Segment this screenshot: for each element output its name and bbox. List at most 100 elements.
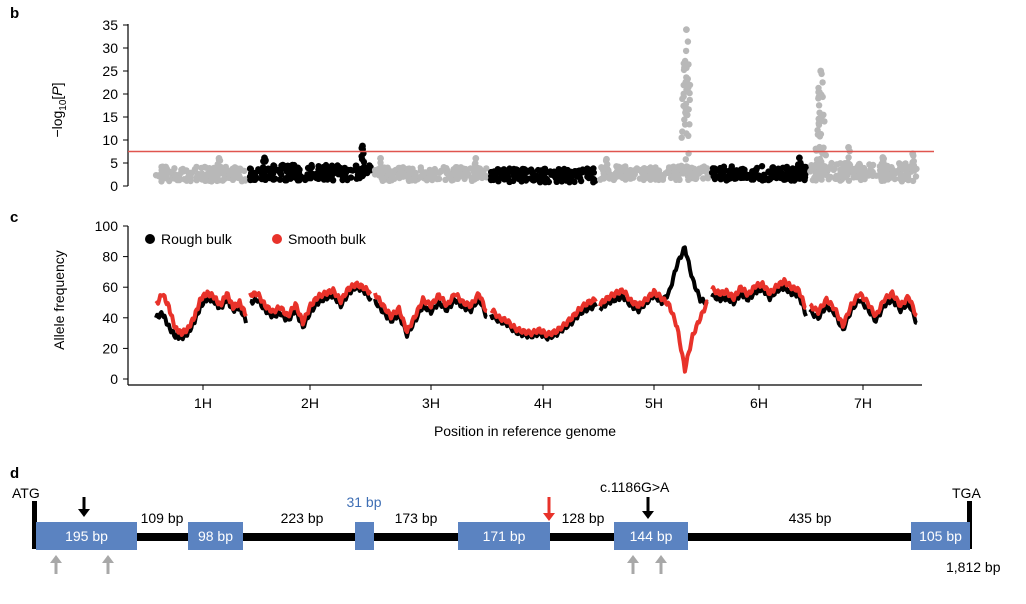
manhattan-point bbox=[766, 176, 774, 183]
manhattan-point bbox=[294, 164, 302, 171]
manhattan-point bbox=[617, 169, 624, 176]
manhattan-point bbox=[491, 173, 498, 180]
manhattan-point bbox=[270, 176, 277, 183]
manhattan-point bbox=[909, 161, 916, 168]
manhattan-point bbox=[665, 164, 673, 171]
manhattan-point bbox=[304, 164, 312, 172]
allele-frequency-line-7H bbox=[808, 289, 918, 329]
manhattan-chromosome-2H bbox=[246, 142, 374, 184]
manhattan-point bbox=[779, 164, 787, 171]
intron-label-1: 109 bp bbox=[141, 510, 184, 526]
manhattan-point bbox=[198, 164, 205, 172]
manhattan-point bbox=[226, 170, 234, 177]
manhattan-point bbox=[640, 173, 647, 180]
manhattan-point bbox=[719, 168, 727, 175]
manhattan-y-axis: 0 5 10 15 20 25 30 35 bbox=[102, 17, 129, 194]
manhattan-point bbox=[349, 167, 356, 174]
exon-label-6: 105 bp bbox=[919, 528, 962, 544]
manhattan-peak-point bbox=[879, 154, 887, 161]
manhattan-point bbox=[471, 166, 479, 174]
legend-label-smooth-bulk: Smooth bulk bbox=[288, 231, 367, 247]
manhattan-peak-point bbox=[215, 155, 223, 162]
manhattan-point bbox=[820, 111, 827, 119]
manhattan-point bbox=[443, 165, 450, 172]
manhattan-point bbox=[820, 144, 827, 151]
manhattan-point bbox=[171, 172, 179, 179]
manhattan-peak-point bbox=[359, 142, 366, 150]
manhattan-point bbox=[637, 166, 644, 174]
manhattan-point bbox=[198, 176, 206, 183]
manhattan-point bbox=[409, 166, 416, 174]
manhattan-point bbox=[903, 171, 910, 178]
manhattan-point bbox=[767, 169, 775, 177]
manhattan-point bbox=[845, 154, 852, 161]
manhattan-point bbox=[295, 169, 303, 176]
manhattan-point bbox=[246, 165, 254, 172]
manhattan-point bbox=[788, 177, 795, 184]
arrow-head bbox=[543, 513, 555, 521]
manhattan-point bbox=[560, 171, 568, 179]
manhattan-point bbox=[672, 172, 679, 179]
manhattan-point bbox=[532, 176, 539, 183]
panel-c: c 0 20 40 60 80 100 1H 2H 3H 4H 5H 6H 7H Allele freq… bbox=[10, 209, 922, 439]
manhattan-point bbox=[360, 163, 368, 171]
arrow-head bbox=[50, 555, 62, 563]
exon-label-5: 144 bp bbox=[630, 528, 673, 544]
manhattan-point bbox=[497, 167, 504, 174]
manhattan-point bbox=[759, 177, 766, 184]
manhattan-point bbox=[685, 174, 693, 182]
legend-label-rough-bulk: Rough bulk bbox=[161, 231, 233, 247]
exons: 195 bp 98 bp 31 bp 171 bp 144 bp 105 bp bbox=[36, 494, 970, 550]
manhattan-y-tick-label: 10 bbox=[102, 132, 118, 148]
manhattan-point bbox=[315, 163, 322, 170]
manhattan-point bbox=[462, 170, 469, 178]
start-codon-label: ATG bbox=[12, 485, 40, 501]
allele-frequency-y-tick-label: 100 bbox=[95, 218, 119, 234]
manhattan-point bbox=[815, 120, 822, 127]
manhattan-point bbox=[665, 169, 672, 177]
manhattan-point bbox=[818, 91, 825, 98]
arrow-head bbox=[78, 509, 90, 517]
manhattan-peak-point bbox=[796, 154, 803, 162]
allele-frequency-line-6H bbox=[710, 277, 807, 310]
manhattan-point bbox=[576, 170, 584, 177]
manhattan-point bbox=[238, 178, 246, 185]
manhattan-point bbox=[822, 167, 829, 174]
manhattan-point bbox=[571, 168, 579, 175]
manhattan-point bbox=[772, 172, 780, 180]
manhattan-point bbox=[834, 174, 841, 181]
manhattan-point bbox=[536, 179, 544, 186]
manhattan-point bbox=[679, 95, 686, 103]
intron-label-4: 128 bp bbox=[562, 510, 605, 526]
allele-frequency-x-tick-label: 5H bbox=[645, 395, 663, 411]
manhattan-point bbox=[455, 165, 462, 172]
manhattan-point bbox=[679, 128, 686, 135]
series-rough-bulk bbox=[154, 245, 918, 342]
manhattan-point bbox=[215, 170, 223, 177]
manhattan-point bbox=[563, 177, 570, 184]
manhattan-point bbox=[891, 175, 898, 183]
manhattan-point bbox=[833, 161, 840, 168]
allele-frequency-line-1H bbox=[154, 289, 248, 337]
manhattan-peak-point bbox=[472, 155, 480, 162]
gene-start-bar bbox=[32, 501, 37, 549]
manhattan-point bbox=[207, 177, 214, 185]
allele-frequency-y-tick-label: 60 bbox=[102, 279, 118, 295]
manhattan-point bbox=[652, 176, 659, 183]
manhattan-point bbox=[686, 121, 693, 128]
manhattan-point bbox=[708, 169, 716, 176]
allele-frequency-y-tick-label: 0 bbox=[110, 371, 118, 387]
legend-marker-smooth-bulk bbox=[272, 234, 282, 244]
manhattan-point bbox=[405, 171, 412, 179]
manhattan-point bbox=[455, 173, 463, 181]
panel-label-c: c bbox=[10, 209, 18, 226]
stop-codon-label: TGA bbox=[952, 485, 981, 501]
manhattan-point bbox=[448, 177, 455, 184]
manhattan-y-tick-label: 15 bbox=[102, 109, 118, 125]
manhattan-point bbox=[682, 47, 690, 55]
manhattan-point bbox=[737, 174, 745, 182]
manhattan-point bbox=[585, 173, 592, 181]
manhattan-point bbox=[813, 145, 820, 153]
manhattan-point bbox=[686, 169, 693, 177]
manhattan-point bbox=[499, 172, 507, 179]
